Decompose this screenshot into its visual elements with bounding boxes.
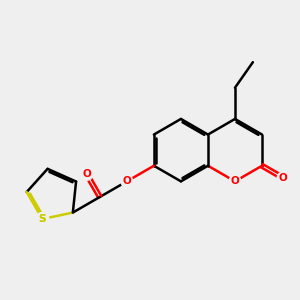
Text: S: S <box>38 214 46 224</box>
Text: O: O <box>231 176 239 186</box>
Circle shape <box>36 212 49 226</box>
Text: O: O <box>122 176 131 186</box>
Circle shape <box>277 172 289 184</box>
Text: O: O <box>82 169 91 179</box>
Circle shape <box>81 168 93 180</box>
Text: O: O <box>279 173 287 183</box>
Text: S: S <box>38 214 46 224</box>
Circle shape <box>229 176 241 187</box>
Circle shape <box>121 176 133 187</box>
